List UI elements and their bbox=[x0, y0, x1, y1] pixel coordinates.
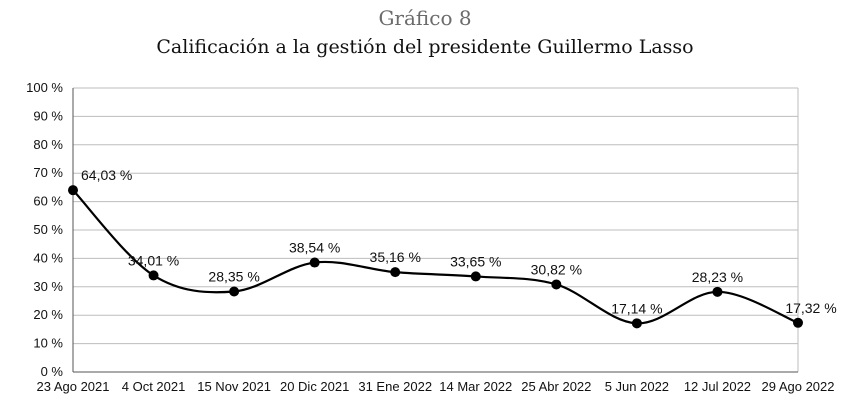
data-point bbox=[309, 257, 320, 268]
y-tick-label: 50 % bbox=[33, 222, 63, 237]
series-line bbox=[72, 189, 799, 325]
data-label: 35,16 % bbox=[370, 249, 421, 265]
y-axis-ticks: 0 % 10 % 20 % 30 % 40 % 50 % 60 % 70 % 80 % 90 % 1… bbox=[26, 80, 63, 379]
chart-title: Calificación a la gestión del presidente… bbox=[156, 36, 694, 58]
data-label: 64,03 % bbox=[81, 167, 132, 183]
data-label: 17,32 % bbox=[785, 300, 836, 316]
data-label: 33,65 % bbox=[450, 253, 501, 269]
data-point bbox=[390, 267, 401, 278]
y-tick-label: 70 % bbox=[33, 165, 63, 180]
x-tick-label: 29 Ago 2022 bbox=[761, 379, 834, 394]
data-point bbox=[551, 279, 562, 290]
data-label: 30,82 % bbox=[531, 261, 582, 277]
x-tick-label: 23 Ago 2021 bbox=[36, 379, 109, 394]
x-tick-label: 20 Dic 2021 bbox=[280, 379, 349, 394]
y-tick-label: 40 % bbox=[33, 250, 63, 265]
data-point bbox=[470, 271, 481, 282]
data-point bbox=[793, 317, 803, 328]
y-tick-label: 0 % bbox=[41, 364, 64, 379]
y-tick-label: 20 % bbox=[33, 307, 63, 322]
x-tick-label: 31 Ene 2022 bbox=[358, 379, 432, 394]
y-tick-label: 10 % bbox=[33, 336, 63, 351]
data-label: 28,35 % bbox=[208, 268, 259, 284]
x-tick-label: 15 Nov 2021 bbox=[197, 379, 271, 394]
data-point bbox=[148, 270, 159, 281]
data-label: 38,54 % bbox=[289, 240, 340, 256]
data-point bbox=[631, 318, 642, 329]
x-tick-label: 4 Oct 2021 bbox=[122, 379, 186, 394]
data-label: 17,14 % bbox=[611, 300, 662, 316]
gridlines bbox=[72, 87, 799, 373]
y-tick-label: 60 % bbox=[33, 194, 63, 209]
data-point bbox=[712, 286, 723, 297]
data-point bbox=[68, 185, 78, 196]
y-tick-label: 90 % bbox=[33, 108, 63, 123]
figure-label: Gráfico 8 bbox=[378, 6, 472, 30]
x-tick-label: 25 Abr 2022 bbox=[521, 379, 591, 394]
x-axis-ticks: 23 Ago 2021 4 Oct 2021 15 Nov 2021 20 Dic 2… bbox=[36, 379, 834, 394]
y-tick-label: 80 % bbox=[33, 137, 63, 152]
y-tick-label: 100 % bbox=[26, 80, 63, 95]
data-label: 28,23 % bbox=[692, 269, 743, 285]
data-label: 34,01 % bbox=[128, 252, 179, 268]
y-tick-label: 30 % bbox=[33, 279, 63, 294]
x-tick-label: 12 Jul 2022 bbox=[684, 379, 751, 394]
series bbox=[68, 185, 803, 329]
data-labels: 64,03 % 34,01 % 28,35 % 38,54 % 35,16 % 33,65… bbox=[81, 167, 837, 316]
x-tick-label: 14 Mar 2022 bbox=[439, 379, 512, 394]
data-point bbox=[229, 286, 240, 297]
x-tick-label: 5 Jun 2022 bbox=[605, 379, 669, 394]
